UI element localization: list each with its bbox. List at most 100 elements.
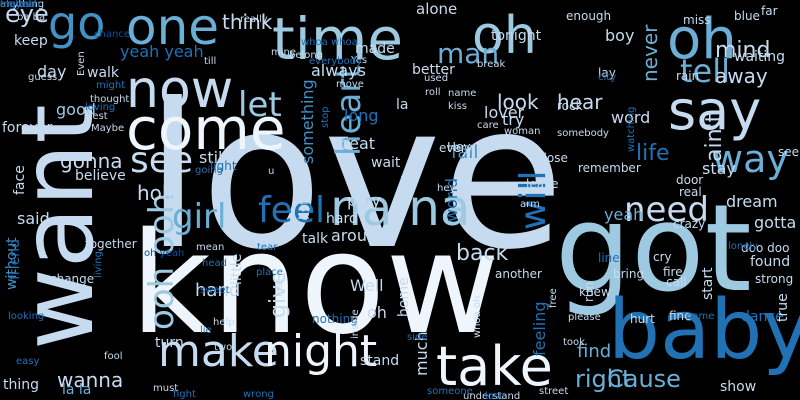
cloud-word: believe	[75, 168, 126, 184]
cloud-word: crazy	[673, 217, 706, 231]
cloud-word: rock	[557, 99, 583, 113]
cloud-word: know	[130, 203, 500, 366]
cloud-word: take	[436, 335, 553, 398]
cloud-word: place	[256, 267, 283, 278]
cloud-word: beat	[339, 134, 376, 153]
cloud-word: easy	[16, 356, 40, 367]
cloud-word: high	[0, 0, 22, 10]
cloud-word: game	[686, 311, 715, 322]
cloud-word: face	[12, 165, 28, 195]
cloud-word: street	[539, 386, 569, 397]
cloud-word: Cause	[607, 365, 681, 393]
cloud-word: stay	[702, 159, 736, 178]
cloud-word: eye	[5, 0, 49, 28]
cloud-word: change	[50, 272, 95, 286]
cloud-word: tear	[257, 242, 278, 253]
cloud-word: looking	[8, 311, 45, 322]
cloud-word: let	[238, 85, 282, 125]
cloud-word: gotta	[754, 213, 797, 232]
cloud-word: waiting	[734, 49, 786, 65]
cloud-word: sweet	[200, 285, 230, 296]
cloud-word: mama	[0, 0, 32, 10]
cloud-word: going	[195, 165, 223, 176]
cloud-word: real	[679, 185, 702, 199]
cloud-word: start	[700, 267, 716, 300]
cloud-word: belong	[289, 50, 324, 61]
cloud-word: every	[439, 141, 473, 155]
cloud-word: hear	[557, 90, 603, 114]
cloud-word: come	[126, 95, 286, 163]
cloud-word: away	[715, 64, 768, 88]
cloud-word: roll	[425, 87, 441, 98]
cloud-word: anything	[0, 0, 45, 10]
cloud-word: oh	[667, 7, 737, 72]
cloud-word: ba ba	[17, 12, 46, 23]
cloud-word: name	[448, 88, 477, 99]
cloud-word: oh yeah	[0, 0, 41, 10]
cloud-word: fall	[451, 142, 479, 163]
cloud-word: Yes	[351, 55, 368, 66]
cloud-word: life	[636, 141, 670, 166]
cloud-word: everybody	[309, 56, 362, 67]
cloud-word: hey hey	[437, 183, 477, 194]
cloud-word: city	[598, 72, 617, 83]
cloud-word: line	[598, 251, 620, 265]
cloud-word: wanna	[57, 368, 124, 392]
cloud-word: gone	[397, 174, 411, 204]
cloud-word: fine	[669, 309, 692, 323]
cloud-word: oh yeah	[144, 248, 185, 259]
cloud-word: lay	[598, 66, 616, 80]
cloud-word: loving	[85, 102, 116, 113]
cloud-word: break	[477, 59, 506, 70]
cloud-word: light	[210, 159, 237, 173]
cloud-word: lie	[200, 325, 212, 336]
cloud-word: touch	[244, 231, 284, 247]
cloud-word: mean	[196, 242, 225, 253]
cloud-word: way	[712, 137, 789, 181]
cloud-word: mine	[271, 47, 297, 58]
cloud-word: thing	[3, 377, 40, 393]
cloud-word: good	[56, 100, 96, 119]
cloud-word: feeling	[530, 301, 549, 356]
cloud-word: nothing	[312, 312, 358, 326]
cloud-word: last	[274, 278, 285, 297]
cloud-word: need	[624, 190, 709, 230]
cloud-word: guess	[28, 72, 58, 83]
cloud-word: fight	[173, 389, 196, 400]
cloud-word: fool	[104, 351, 123, 362]
cloud-word: around	[331, 226, 388, 245]
cloud-word: close	[537, 151, 568, 165]
cloud-word: fire	[663, 265, 683, 279]
cloud-word: side	[407, 332, 428, 343]
cloud-word: oh	[367, 303, 387, 322]
cloud-word: wait	[371, 155, 401, 171]
cloud-word: back	[456, 241, 509, 266]
cloud-word: cry	[653, 250, 672, 264]
cloud-word: enough	[566, 9, 612, 23]
cloud-word: Well	[350, 276, 384, 295]
cloud-word: see	[130, 140, 194, 181]
cloud-word: go	[48, 0, 106, 50]
cloud-word: please	[568, 312, 601, 323]
cloud-word: girl	[172, 197, 227, 237]
cloud-word: till	[204, 56, 217, 67]
cloud-word: knew	[579, 285, 611, 299]
cloud-word: forever	[2, 120, 53, 136]
cloud-word: still	[199, 148, 227, 167]
cloud-word: walk	[87, 65, 120, 81]
cloud-word: now	[126, 60, 234, 120]
cloud-word: chance	[94, 29, 130, 40]
cloud-word: care	[477, 120, 499, 131]
cloud-word: try	[502, 110, 525, 129]
cloud-word: think	[222, 10, 273, 34]
cloud-word: home	[396, 277, 412, 317]
cloud-word: one	[126, 0, 220, 56]
cloud-word: baby	[608, 283, 800, 378]
cloud-word: live	[482, 230, 507, 246]
cloud-word: true	[775, 293, 791, 322]
cloud-word: Hey	[447, 140, 471, 154]
cloud-word: la la	[62, 382, 92, 398]
cloud-word: together	[85, 237, 137, 251]
cloud-word: word	[611, 108, 651, 127]
